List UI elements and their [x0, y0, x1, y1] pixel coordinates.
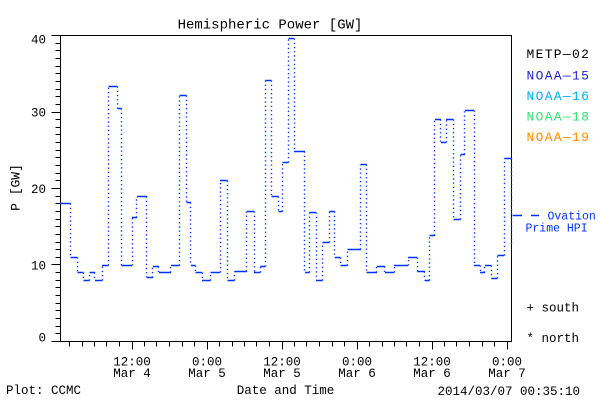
svg-text:P [GW]: P [GW] — [9, 164, 24, 211]
svg-text:NOAA—15: NOAA—15 — [527, 69, 591, 84]
svg-text:Hemispheric Power [GW]: Hemispheric Power [GW] — [178, 18, 363, 34]
svg-text:0:00: 0:00 — [342, 356, 372, 370]
svg-text:Date and Time: Date and Time — [237, 384, 335, 398]
svg-text:12:00: 12:00 — [263, 356, 301, 370]
svg-text:NOAA—19: NOAA—19 — [527, 130, 591, 145]
svg-text:Mar 5: Mar 5 — [188, 367, 226, 381]
svg-text:NOAA—18: NOAA—18 — [527, 109, 591, 124]
svg-text:Mar 6: Mar 6 — [413, 367, 451, 381]
svg-text:10: 10 — [31, 259, 46, 273]
svg-text:+ south: + south — [527, 302, 580, 316]
svg-text:12:00: 12:00 — [413, 356, 451, 370]
svg-text:Ovation: Ovation — [548, 211, 596, 224]
svg-text:Mar 4: Mar 4 — [113, 367, 151, 381]
svg-text:20: 20 — [31, 183, 46, 197]
svg-text:Mar 5: Mar 5 — [263, 367, 301, 381]
svg-text:METP—02: METP—02 — [527, 47, 591, 62]
svg-text:40: 40 — [31, 33, 46, 47]
svg-text:0: 0 — [38, 331, 46, 345]
svg-text:0:00: 0:00 — [492, 356, 522, 370]
svg-text:2014/03/07 00:35:10: 2014/03/07 00:35:10 — [437, 385, 580, 399]
svg-text:Prime HPI: Prime HPI — [526, 223, 588, 236]
svg-text:Plot: CCMC: Plot: CCMC — [6, 384, 81, 398]
svg-text:30: 30 — [31, 106, 46, 120]
svg-text:NOAA—16: NOAA—16 — [527, 89, 591, 104]
svg-text:Mar 7: Mar 7 — [488, 367, 526, 381]
svg-text:0:00: 0:00 — [192, 356, 222, 370]
svg-text:12:00: 12:00 — [113, 356, 151, 370]
svg-text:* north: * north — [527, 332, 580, 346]
svg-text:Mar 6: Mar 6 — [338, 367, 376, 381]
